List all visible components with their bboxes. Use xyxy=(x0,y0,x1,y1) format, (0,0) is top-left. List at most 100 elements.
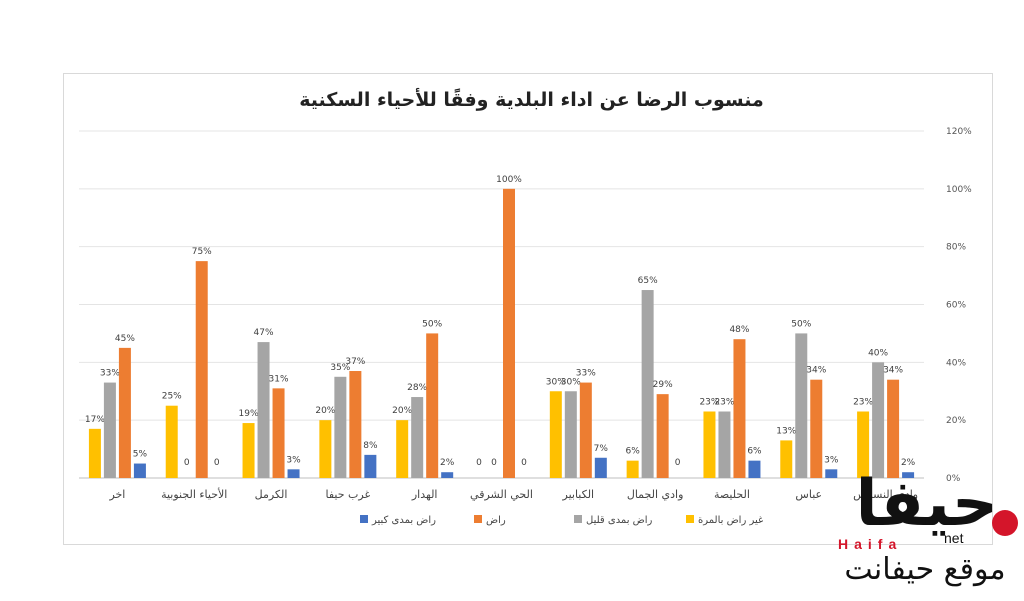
data-label: 25% xyxy=(162,392,182,402)
data-label: 0 xyxy=(521,458,527,468)
y-tick-label: 80% xyxy=(946,243,966,253)
legend-swatch xyxy=(686,515,694,523)
logo-latin-text: Haifa xyxy=(838,536,903,552)
data-label: 30% xyxy=(546,377,566,387)
data-label: 50% xyxy=(422,319,442,329)
bar xyxy=(364,454,377,478)
haifanet-logo: حيفا Haifa net موقع حيفانت xyxy=(830,470,1020,595)
data-label: 3% xyxy=(286,455,301,465)
bar xyxy=(195,261,208,478)
data-label: 35% xyxy=(330,363,350,373)
category-label: الهدار xyxy=(411,488,438,501)
data-label: 40% xyxy=(868,348,888,358)
bar xyxy=(810,379,823,478)
data-label: 8% xyxy=(363,441,378,451)
logo-net-text: net xyxy=(944,530,964,546)
data-label: 0 xyxy=(675,458,681,468)
data-label: 13% xyxy=(776,426,796,436)
data-label: 30% xyxy=(561,377,581,387)
category-label: الكبابير xyxy=(562,488,595,501)
data-label: 28% xyxy=(407,383,427,393)
y-tick-label: 100% xyxy=(946,185,972,195)
legend-label: غير راض بالمرة xyxy=(698,515,763,526)
data-label: 2% xyxy=(901,458,916,468)
chart-svg: منسوب الرضا عن اداء البلدية وفقًا للأحيا… xyxy=(79,88,972,526)
category-label: الحليصة xyxy=(714,488,750,501)
bar xyxy=(88,428,101,478)
data-label: 65% xyxy=(638,276,658,286)
logo-main-text: حيفا xyxy=(855,467,998,541)
data-label: 6% xyxy=(625,447,640,457)
bar xyxy=(748,460,761,478)
bar xyxy=(549,391,562,478)
bar xyxy=(503,188,515,478)
category-label: عباس xyxy=(795,488,822,501)
data-label: 0 xyxy=(476,458,482,468)
bar xyxy=(272,388,285,478)
data-label: 75% xyxy=(192,247,212,257)
bar xyxy=(641,290,654,478)
bar xyxy=(441,472,454,478)
y-tick-label: 20% xyxy=(946,416,966,426)
data-label: 0 xyxy=(184,458,190,468)
bar xyxy=(426,333,439,478)
legend-label: راض بمدى قليل xyxy=(586,515,653,526)
bar xyxy=(133,463,146,478)
data-label: 2% xyxy=(440,458,455,468)
y-tick-label: 60% xyxy=(946,301,966,311)
bar xyxy=(349,371,362,478)
category-label: وادي النسناس xyxy=(853,488,918,501)
bar xyxy=(118,347,131,478)
bar xyxy=(319,420,332,478)
category-label: الأحياء الجنوبية xyxy=(161,487,227,501)
bar xyxy=(334,376,347,478)
data-label: 20% xyxy=(315,406,335,416)
bar xyxy=(594,457,607,478)
bar xyxy=(825,469,838,478)
bar xyxy=(103,382,116,478)
data-label: 0 xyxy=(214,458,220,468)
bar xyxy=(795,333,808,478)
data-label: 5% xyxy=(133,450,148,460)
logo-subtitle: موقع حيفانت xyxy=(844,552,1006,587)
legend-label: راض بمدى كبير xyxy=(371,515,436,526)
bar xyxy=(579,382,592,478)
data-label: 33% xyxy=(576,369,596,379)
legend-swatch xyxy=(474,515,482,523)
data-label: 3% xyxy=(824,455,839,465)
bar xyxy=(857,411,870,478)
bar xyxy=(718,411,731,478)
category-label: الحي الشرقي xyxy=(470,488,533,501)
data-label: 34% xyxy=(883,366,903,376)
data-label: 6% xyxy=(747,447,762,457)
category-label: وادي الجمال xyxy=(627,488,684,501)
category-label: غرب حيفا xyxy=(326,488,371,501)
data-label: 100% xyxy=(496,175,522,185)
data-label: 50% xyxy=(791,319,811,329)
data-label: 47% xyxy=(254,328,274,338)
data-label: 7% xyxy=(594,444,609,454)
chart-title: منسوب الرضا عن اداء البلدية وفقًا للأحيا… xyxy=(299,88,763,111)
data-label: 34% xyxy=(806,366,826,376)
bar xyxy=(396,420,409,478)
data-label: 0 xyxy=(491,458,497,468)
data-label: 48% xyxy=(729,325,749,335)
category-label: اخر xyxy=(108,488,125,501)
data-label: 23% xyxy=(714,397,734,407)
legend-swatch xyxy=(574,515,582,523)
bar xyxy=(626,460,639,478)
bar xyxy=(887,379,900,478)
y-tick-label: 40% xyxy=(946,358,966,368)
data-label: 19% xyxy=(239,409,259,419)
bar xyxy=(703,411,716,478)
bar xyxy=(564,391,577,478)
bar xyxy=(287,469,300,478)
bar xyxy=(656,394,669,478)
bar xyxy=(257,342,270,478)
data-label: 37% xyxy=(345,357,365,367)
bar xyxy=(242,423,255,478)
legend-swatch xyxy=(360,515,368,523)
bar xyxy=(780,440,793,478)
data-label: 17% xyxy=(85,415,105,425)
data-label: 20% xyxy=(392,406,412,416)
